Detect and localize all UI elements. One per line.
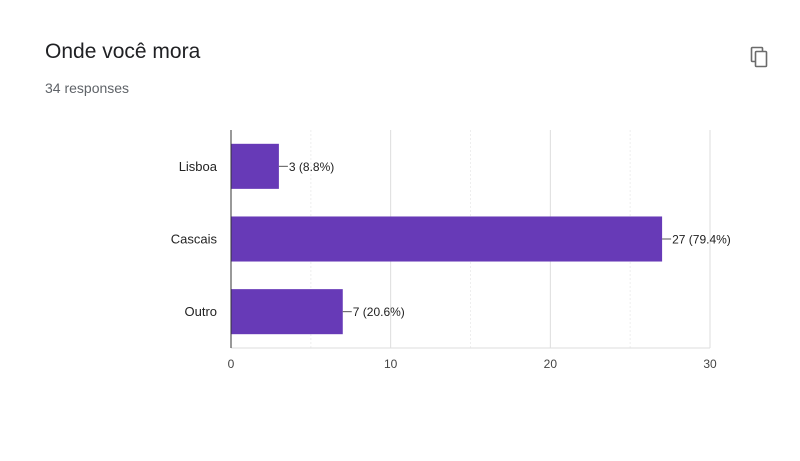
copy-chart-button[interactable] xyxy=(748,46,772,70)
bar-outro xyxy=(231,289,343,335)
bar-cascais xyxy=(231,216,663,262)
category-label: Lisboa xyxy=(179,159,218,174)
data-label: 27 (79.4%) xyxy=(672,233,731,247)
x-tick-label: 10 xyxy=(384,357,398,371)
x-tick-label: 20 xyxy=(544,357,558,371)
labels: 0 10 20 30 Lisboa 3 (8.8%) Cascais 27 (79.4%) Ou… xyxy=(171,159,731,371)
data-label: 3 (8.8%) xyxy=(289,160,334,174)
question-title: Onde você mora xyxy=(45,40,201,63)
category-label: Outro xyxy=(184,304,217,319)
x-tick-label: 30 xyxy=(703,357,717,371)
category-label: Cascais xyxy=(171,232,218,247)
bars xyxy=(231,143,663,335)
response-count: 34 responses xyxy=(45,80,130,96)
x-tick-label: 0 xyxy=(228,357,235,371)
copy-icon xyxy=(750,46,768,68)
bar-lisboa xyxy=(231,143,279,189)
data-label: 7 (20.6%) xyxy=(353,305,405,319)
